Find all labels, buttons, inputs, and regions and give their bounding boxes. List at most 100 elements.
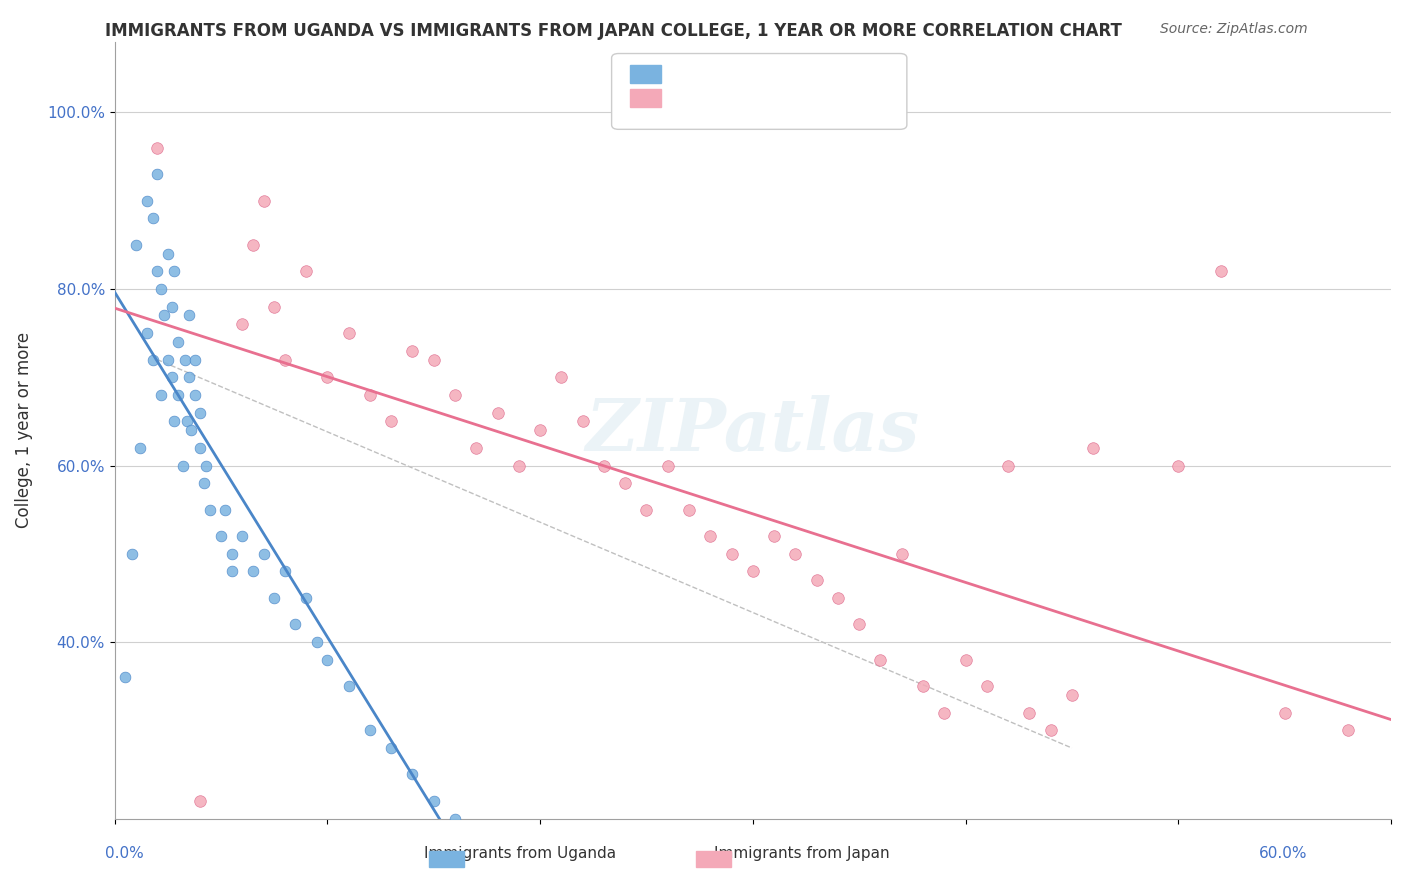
- Point: [129, 441, 152, 455]
- Point: [593, 458, 616, 473]
- Point: [172, 458, 194, 473]
- Point: [295, 264, 318, 278]
- Point: [1083, 441, 1105, 455]
- Point: [167, 334, 190, 349]
- Y-axis label: College, 1 year or more: College, 1 year or more: [15, 332, 32, 528]
- Text: 0.0%: 0.0%: [105, 846, 145, 861]
- Point: [180, 423, 202, 437]
- Point: [242, 237, 264, 252]
- Text: Immigrants from Uganda: Immigrants from Uganda: [425, 846, 616, 861]
- Point: [193, 476, 215, 491]
- Point: [295, 591, 318, 605]
- Point: [152, 309, 174, 323]
- Point: [508, 458, 530, 473]
- Point: [741, 565, 763, 579]
- Point: [231, 318, 253, 332]
- Point: [163, 264, 186, 278]
- Point: [444, 388, 467, 402]
- Text: Source: ZipAtlas.com: Source: ZipAtlas.com: [1160, 22, 1308, 37]
- Point: [160, 370, 183, 384]
- Point: [785, 547, 807, 561]
- Point: [934, 706, 956, 720]
- Point: [401, 343, 423, 358]
- Point: [806, 574, 828, 588]
- Point: [163, 414, 186, 428]
- Point: [195, 458, 218, 473]
- Point: [1274, 706, 1296, 720]
- Point: [720, 547, 742, 561]
- Point: [997, 458, 1019, 473]
- Point: [422, 352, 444, 367]
- Point: [869, 653, 891, 667]
- Point: [188, 794, 211, 808]
- Point: [571, 414, 593, 428]
- Point: [465, 441, 488, 455]
- Point: [156, 352, 179, 367]
- Point: [121, 547, 143, 561]
- Point: [657, 458, 679, 473]
- Point: [636, 502, 658, 516]
- Point: [263, 300, 285, 314]
- Point: [422, 794, 444, 808]
- Point: [173, 352, 195, 367]
- Point: [699, 529, 721, 543]
- Point: [284, 617, 307, 632]
- Point: [848, 617, 870, 632]
- Point: [955, 653, 977, 667]
- Point: [252, 194, 274, 208]
- Point: [1209, 264, 1232, 278]
- Point: [359, 723, 381, 738]
- Point: [614, 476, 637, 491]
- Point: [221, 547, 243, 561]
- Point: [146, 167, 169, 181]
- Point: [911, 679, 934, 693]
- Point: [380, 741, 402, 756]
- Point: [890, 547, 912, 561]
- Point: [444, 812, 467, 826]
- Point: [125, 237, 148, 252]
- Point: [274, 352, 297, 367]
- Point: [146, 264, 169, 278]
- Point: [401, 767, 423, 781]
- Text: Immigrants from Japan: Immigrants from Japan: [714, 846, 889, 861]
- Point: [486, 830, 509, 844]
- Text: IMMIGRANTS FROM UGANDA VS IMMIGRANTS FROM JAPAN COLLEGE, 1 YEAR OR MORE CORRELAT: IMMIGRANTS FROM UGANDA VS IMMIGRANTS FRO…: [105, 22, 1122, 40]
- Point: [976, 679, 998, 693]
- Point: [337, 326, 360, 340]
- Point: [1337, 723, 1360, 738]
- Point: [176, 414, 198, 428]
- Point: [142, 352, 165, 367]
- Point: [188, 405, 211, 419]
- Point: [1018, 706, 1040, 720]
- Point: [529, 423, 551, 437]
- Point: [188, 441, 211, 455]
- Point: [200, 502, 222, 516]
- Point: [550, 370, 572, 384]
- Point: [177, 309, 200, 323]
- Point: [177, 370, 200, 384]
- Point: [114, 670, 136, 684]
- Point: [156, 246, 179, 260]
- Point: [135, 194, 157, 208]
- Point: [231, 529, 253, 543]
- Point: [184, 352, 207, 367]
- Point: [142, 211, 165, 226]
- Point: [380, 414, 402, 428]
- Point: [252, 547, 274, 561]
- Text: ZIPatlas: ZIPatlas: [586, 394, 920, 466]
- Point: [1167, 458, 1189, 473]
- Point: [678, 502, 700, 516]
- Point: [1039, 723, 1062, 738]
- Point: [1060, 688, 1083, 702]
- Point: [305, 635, 328, 649]
- Point: [763, 529, 786, 543]
- Point: [221, 565, 243, 579]
- Point: [160, 300, 183, 314]
- Point: [263, 591, 285, 605]
- Point: [316, 653, 339, 667]
- Point: [184, 388, 207, 402]
- Point: [486, 405, 509, 419]
- Point: [827, 591, 849, 605]
- Point: [274, 565, 297, 579]
- Text: 60.0%: 60.0%: [1260, 846, 1308, 861]
